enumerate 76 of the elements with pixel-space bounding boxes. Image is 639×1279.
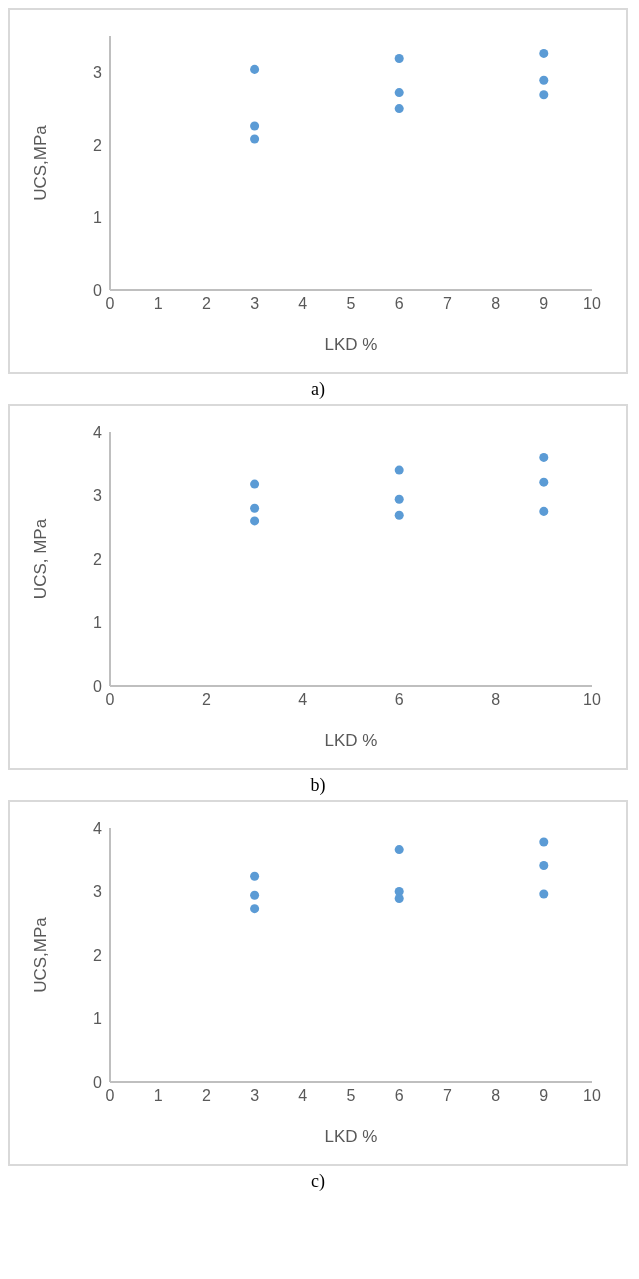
y-tick-label: 0 [93, 281, 103, 299]
point [250, 121, 260, 131]
y-tick-label: 4 [93, 423, 103, 441]
x-tick-label: 1 [153, 295, 163, 313]
point [539, 506, 549, 516]
x-tick-label: 8 [491, 1087, 501, 1105]
point [250, 503, 260, 513]
x-tick-label: 5 [346, 295, 356, 313]
x-tick-label: 7 [442, 295, 452, 313]
y-tick-label: 0 [93, 677, 103, 695]
x-tick-label: 9 [539, 1087, 549, 1105]
point [539, 837, 549, 847]
text: b) [309, 774, 327, 797]
x-tick-label: 9 [539, 295, 549, 313]
y-tick-label: 4 [93, 819, 103, 837]
y-tick-label: 1 [93, 1010, 103, 1028]
x-tick-label: 2 [201, 691, 211, 709]
y-tick-label: 0 [93, 1073, 103, 1091]
y-axis-title: UCS,MPa [31, 124, 51, 201]
point [394, 845, 404, 855]
x-tick-label: 8 [491, 691, 501, 709]
x-tick-label: 6 [394, 691, 404, 709]
point [394, 494, 404, 504]
y-axis-title: UCS,MPa [31, 916, 51, 993]
y-tick-label: 2 [93, 550, 103, 568]
x-axis-title: LKD % [324, 335, 378, 354]
x-tick-label: 4 [298, 691, 308, 709]
point [539, 48, 549, 58]
point [250, 890, 260, 900]
text: c) [310, 1170, 326, 1193]
y-tick-label: 3 [93, 883, 103, 901]
x-tick-label: 2 [201, 1087, 211, 1105]
y-axis-title: UCS, MPa [31, 518, 51, 600]
point [539, 90, 549, 100]
point [539, 860, 549, 870]
x-tick-label: 2 [201, 295, 211, 313]
x-tick-label: 4 [298, 1087, 308, 1105]
x-tick-label: 10 [583, 295, 601, 313]
point [394, 88, 404, 98]
point [394, 510, 404, 520]
point [394, 465, 404, 475]
text: a) [310, 378, 326, 401]
x-tick-label: 6 [394, 1087, 404, 1105]
point [250, 134, 260, 144]
x-tick-label: 7 [442, 1087, 452, 1105]
point [394, 53, 404, 63]
x-tick-label: 0 [105, 295, 115, 313]
x-tick-label: 10 [583, 1087, 601, 1105]
y-tick-label: 1 [93, 209, 103, 227]
point [250, 516, 260, 526]
point [250, 904, 260, 914]
x-tick-label: 8 [491, 295, 501, 313]
x-tick-label: 6 [394, 295, 404, 313]
y-tick-label: 1 [93, 614, 103, 632]
point [539, 452, 549, 462]
x-tick-label: 3 [250, 295, 260, 313]
point [539, 477, 549, 487]
x-tick-label: 10 [583, 691, 601, 709]
x-tick-label: 4 [298, 295, 308, 313]
x-axis-title: LKD % [324, 731, 378, 750]
point [250, 479, 260, 489]
y-tick-label: 3 [93, 487, 103, 505]
y-tick-label: 2 [93, 946, 103, 964]
y-tick-label: 3 [93, 63, 103, 81]
x-tick-label: 0 [105, 1087, 115, 1105]
x-tick-label: 3 [250, 1087, 260, 1105]
y-tick-label: 2 [93, 136, 103, 154]
point [539, 75, 549, 85]
point [250, 871, 260, 881]
point [394, 104, 404, 114]
x-axis-title: LKD % [324, 1127, 378, 1146]
point [539, 889, 549, 899]
x-tick-label: 5 [346, 1087, 356, 1105]
x-tick-label: 1 [153, 1087, 163, 1105]
x-tick-label: 0 [105, 691, 115, 709]
point [250, 64, 260, 74]
